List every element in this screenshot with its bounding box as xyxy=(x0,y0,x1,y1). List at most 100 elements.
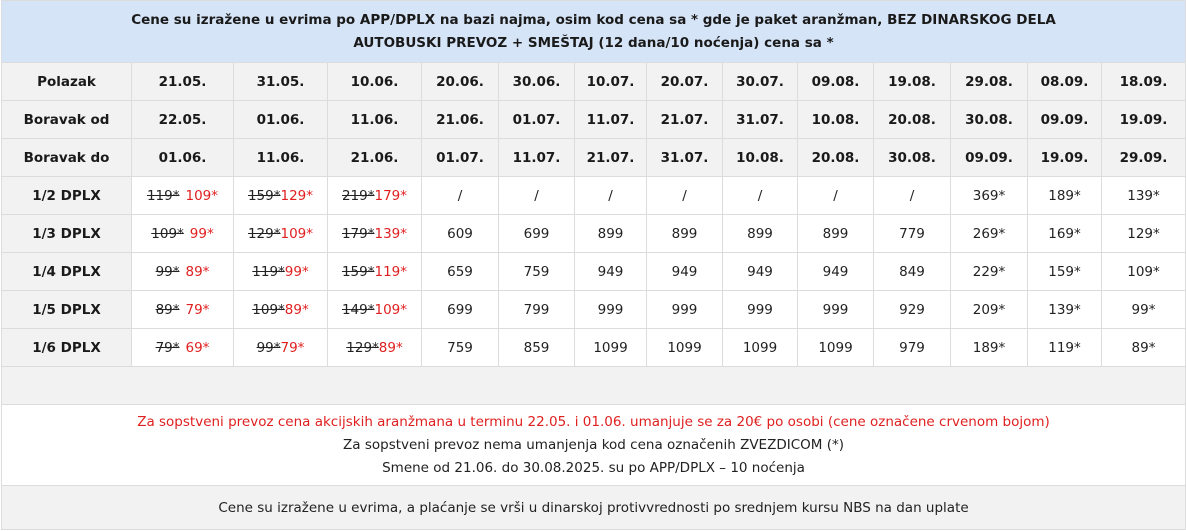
title-line-1: Cene su izražene u evrima po APP/DPLX na… xyxy=(131,11,1056,28)
date-cell: 30.08. xyxy=(950,100,1028,139)
discount-price: 139* xyxy=(374,225,408,242)
date-cell: 09.09. xyxy=(950,138,1028,177)
table-row: 1/4 DPLX 99* 89* 119*99* 159*119* 659 759 949 94… xyxy=(1,252,1186,291)
discount-price: 119* xyxy=(374,263,408,280)
promo-price-cell: 109*89* xyxy=(233,290,328,329)
price-cell: 1099 xyxy=(797,328,874,367)
price-cell: / xyxy=(646,176,723,215)
price-cell: 129* xyxy=(1100,214,1186,253)
price-cell: 999 xyxy=(722,290,798,329)
date-cell: 30.06. xyxy=(498,62,575,101)
footer-text: Cene su izražene u evrima, a plaćanje se… xyxy=(0,485,1186,530)
date-cell: 21.07. xyxy=(646,100,723,139)
old-price: 79* xyxy=(155,339,180,356)
date-cell: 10.08. xyxy=(797,100,874,139)
old-price: 159* xyxy=(247,187,281,204)
discount-price: 109* xyxy=(185,187,219,204)
row-label: Polazak xyxy=(1,62,132,101)
date-cell: 01.06. xyxy=(131,138,234,177)
price-cell: / xyxy=(574,176,647,215)
discount-price: 179* xyxy=(374,187,408,204)
old-price: 119* xyxy=(146,187,180,204)
price-cell: 779 xyxy=(873,214,951,253)
discount-price: 89* xyxy=(284,301,309,318)
discount-price: 129* xyxy=(280,187,314,204)
date-cell: 11.07. xyxy=(574,100,647,139)
price-cell: 139* xyxy=(1100,176,1186,215)
promo-price-cell: 99* 89* xyxy=(131,252,234,291)
price-cell: 159* xyxy=(1027,252,1102,291)
price-cell: 949 xyxy=(646,252,723,291)
price-cell: 169* xyxy=(1027,214,1102,253)
date-cell: 21.07. xyxy=(574,138,647,177)
date-cell: 10.08. xyxy=(722,138,798,177)
price-cell: 699 xyxy=(498,214,575,253)
old-price: 219* xyxy=(341,187,375,204)
price-cell: 949 xyxy=(574,252,647,291)
old-price: 109* xyxy=(151,225,184,242)
discount-price: 99* xyxy=(189,225,214,242)
price-cell: 849 xyxy=(873,252,951,291)
price-cell: 99* xyxy=(1100,290,1186,329)
date-cell: 09.09. xyxy=(1027,100,1102,139)
table-row: 1/6 DPLX 79* 69* 99*79* 129*89* 759 859 1099 109… xyxy=(1,328,1186,367)
price-cell: / xyxy=(722,176,798,215)
price-cell: 189* xyxy=(950,328,1028,367)
title-line-2: AUTOBUSKI PREVOZ + SMEŠTAJ (12 dana/10 n… xyxy=(353,34,834,51)
date-cell: 29.08. xyxy=(950,62,1028,101)
row-label: 1/2 DPLX xyxy=(1,176,132,215)
date-cell: 11.06. xyxy=(233,138,328,177)
price-cell: 899 xyxy=(646,214,723,253)
promo-price-cell: 119*99* xyxy=(233,252,328,291)
price-cell: 949 xyxy=(722,252,798,291)
date-cell: 01.07. xyxy=(421,138,499,177)
date-cell: 29.09. xyxy=(1100,138,1186,177)
row-label: Boravak do xyxy=(1,138,132,177)
table-title: Cene su izražene u evrima po APP/DPLX na… xyxy=(0,0,1186,63)
price-cell: 899 xyxy=(722,214,798,253)
old-price: 99* xyxy=(155,263,180,280)
table-row: 1/5 DPLX 89* 79* 109*89* 149*109* 699 799 999 99… xyxy=(1,290,1186,329)
date-cell: 22.05. xyxy=(131,100,234,139)
price-cell: 89* xyxy=(1100,328,1186,367)
note-shifts: Smene od 21.06. do 30.08.2025. su po APP… xyxy=(382,459,805,476)
spacer-row xyxy=(0,366,1186,405)
price-cell: 999 xyxy=(646,290,723,329)
note-star: Za sopstveni prevoz nema umanjenja kod c… xyxy=(343,436,844,453)
date-cell: 21.05. xyxy=(131,62,234,101)
promo-price-cell: 79* 69* xyxy=(131,328,234,367)
notes-cell: Za sopstveni prevoz cena akcijskih aranž… xyxy=(0,404,1186,486)
date-cell: 20.06. xyxy=(421,62,499,101)
notes-row: Za sopstveni prevoz cena akcijskih aranž… xyxy=(0,404,1186,486)
price-cell: 1099 xyxy=(722,328,798,367)
date-cell: 20.08. xyxy=(797,138,874,177)
date-cell: 21.06. xyxy=(327,138,422,177)
price-cell: 799 xyxy=(498,290,575,329)
row-label: 1/6 DPLX xyxy=(1,328,132,367)
old-price: 129* xyxy=(346,339,379,356)
price-cell: 209* xyxy=(950,290,1028,329)
old-price: 179* xyxy=(341,225,375,242)
price-cell: 139* xyxy=(1027,290,1102,329)
price-cell: / xyxy=(797,176,874,215)
date-cell: 30.08. xyxy=(873,138,951,177)
price-cell: 859 xyxy=(498,328,575,367)
price-cell: 899 xyxy=(574,214,647,253)
discount-price: 99* xyxy=(284,263,309,280)
price-cell: 899 xyxy=(797,214,874,253)
price-cell: 759 xyxy=(421,328,499,367)
price-cell: 119* xyxy=(1027,328,1102,367)
price-cell: 1099 xyxy=(646,328,723,367)
old-price: 89* xyxy=(155,301,180,318)
price-cell: 999 xyxy=(574,290,647,329)
table-row: 1/3 DPLX 109* 99* 129*109* 179*139* 609 699 899… xyxy=(1,214,1186,253)
header-row: Boravak do 01.06. 11.06. 21.06. 01.07. 11.07.… xyxy=(1,138,1186,177)
price-cell: 1099 xyxy=(574,328,647,367)
date-cell: 11.06. xyxy=(327,100,422,139)
date-cell: 31.05. xyxy=(233,62,328,101)
table-title-row: Cene su izražene u evrima po APP/DPLX na… xyxy=(0,0,1186,63)
discount-price: 69* xyxy=(185,339,210,356)
discount-price: 79* xyxy=(280,339,305,356)
date-cell: 18.09. xyxy=(1100,62,1186,101)
price-cell: 699 xyxy=(421,290,499,329)
